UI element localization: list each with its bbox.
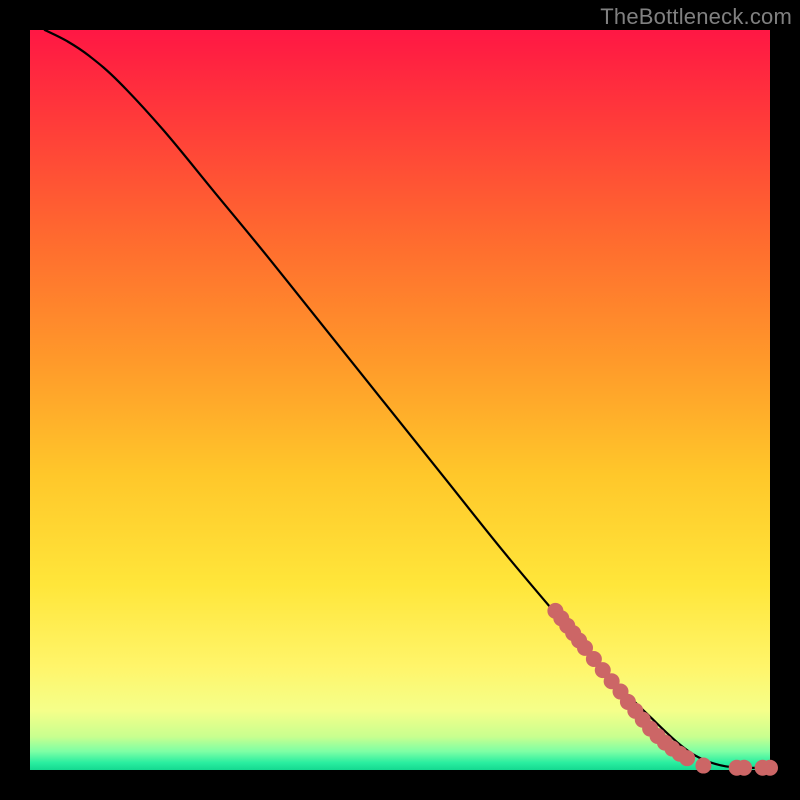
chart-frame: TheBottleneck.com xyxy=(0,0,800,800)
data-point xyxy=(679,750,695,766)
bottleneck-curve xyxy=(45,30,770,768)
data-point xyxy=(736,760,752,776)
data-point xyxy=(762,760,778,776)
data-point xyxy=(695,758,711,774)
watermark-text: TheBottleneck.com xyxy=(600,4,792,30)
plot-area xyxy=(30,30,770,770)
curve-layer xyxy=(30,30,770,770)
